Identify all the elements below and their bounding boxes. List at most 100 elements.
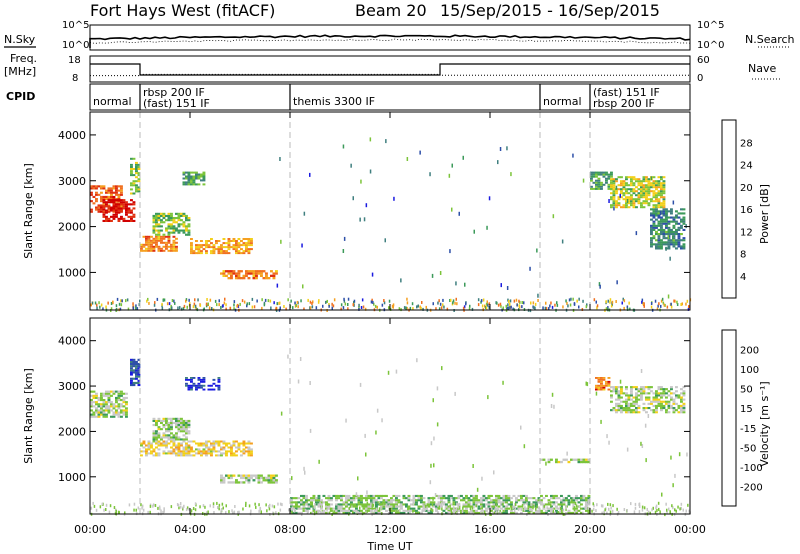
range-time-cell bbox=[105, 205, 108, 208]
range-time-cell bbox=[120, 199, 123, 202]
range-time-cell bbox=[672, 239, 676, 242]
range-time-cell bbox=[650, 224, 653, 227]
range-time-cell bbox=[615, 402, 618, 405]
range-time-cell bbox=[350, 503, 353, 506]
scatter-cell bbox=[103, 508, 105, 512]
range-time-cell bbox=[205, 440, 208, 443]
scatter-cell bbox=[161, 307, 164, 310]
range-time-cell bbox=[197, 384, 201, 387]
range-time-cell bbox=[182, 438, 186, 441]
range-time-cell bbox=[117, 407, 121, 410]
range-time-cell bbox=[100, 191, 103, 194]
range-time-cell bbox=[97, 399, 101, 402]
range-time-cell bbox=[657, 214, 661, 217]
range-time-cell bbox=[652, 400, 656, 403]
range-time-cell bbox=[627, 184, 631, 187]
scatter-cell bbox=[509, 302, 511, 306]
scatter-cell bbox=[565, 507, 567, 511]
scatter-cell bbox=[195, 307, 198, 311]
power-colorbar-tick: 24 bbox=[740, 161, 753, 172]
range-time-cell bbox=[155, 440, 158, 443]
range-time-cell bbox=[662, 204, 666, 207]
range-time-cell bbox=[542, 507, 546, 510]
scatter-cell bbox=[251, 297, 254, 301]
range-time-cell bbox=[257, 272, 261, 275]
range-time-cell bbox=[682, 245, 686, 248]
scatter-cell bbox=[372, 503, 375, 507]
range-time-cell bbox=[200, 240, 203, 242]
range-time-cell bbox=[617, 392, 621, 395]
range-time-cell bbox=[662, 230, 666, 233]
range-time-cell bbox=[137, 190, 141, 193]
range-time-cell bbox=[197, 452, 201, 455]
scatter-cell bbox=[133, 502, 136, 506]
scatter-cell bbox=[369, 137, 372, 142]
scatter-cell bbox=[455, 281, 457, 286]
range-time-cell bbox=[662, 235, 666, 238]
scatter-cell bbox=[96, 306, 98, 310]
range-time-cell bbox=[632, 190, 636, 193]
range-time-cell bbox=[647, 402, 651, 405]
scatter-cell bbox=[385, 139, 387, 144]
range-time-cell bbox=[357, 494, 361, 497]
range-time-cell bbox=[462, 503, 466, 506]
range-time-cell bbox=[175, 448, 178, 451]
scatter-cell bbox=[469, 502, 472, 506]
range-time-cell bbox=[160, 428, 163, 431]
range-time-cell bbox=[235, 446, 238, 449]
range-time-cell bbox=[132, 184, 136, 187]
range-time-cell bbox=[207, 452, 211, 455]
scatter-cell bbox=[657, 304, 659, 308]
range-time-cell bbox=[135, 170, 138, 173]
range-time-cell bbox=[130, 215, 133, 218]
range-time-cell bbox=[625, 392, 628, 395]
range-time-cell bbox=[177, 217, 181, 220]
range-time-cell bbox=[177, 214, 181, 217]
range-time-cell bbox=[660, 228, 663, 231]
scatter-cell bbox=[640, 441, 642, 446]
range-time-cell bbox=[220, 246, 223, 249]
range-time-cell bbox=[95, 208, 98, 211]
range-time-cell bbox=[130, 219, 133, 222]
scatter-cell bbox=[529, 309, 532, 313]
power-colorbar-label: Power [dB] bbox=[758, 184, 771, 244]
range-time-cell bbox=[172, 452, 176, 455]
scatter-cell bbox=[634, 502, 637, 506]
scatter-cell bbox=[369, 509, 372, 513]
range-time-cell bbox=[315, 497, 318, 500]
range-time-cell bbox=[130, 199, 133, 202]
range-time-cell bbox=[570, 497, 573, 500]
range-time-cell bbox=[360, 501, 363, 504]
range-time-cell bbox=[675, 402, 678, 405]
scatter-cell bbox=[587, 499, 590, 504]
range-time-cell bbox=[185, 432, 188, 435]
range-time-cell bbox=[140, 249, 143, 252]
scatter-cell bbox=[333, 510, 335, 514]
range-time-cell bbox=[92, 396, 96, 399]
power-colorbar-tick: 8 bbox=[740, 250, 746, 261]
range-time-cell bbox=[660, 194, 663, 197]
range-time-cell bbox=[147, 241, 151, 244]
range-time-cell bbox=[597, 187, 601, 190]
range-time-cell bbox=[532, 503, 536, 506]
scatter-cell bbox=[185, 298, 188, 302]
range-time-cell bbox=[172, 231, 176, 234]
range-time-cell bbox=[382, 507, 386, 510]
time-axis: 00:00 04:00 08:00 12:00 16:00 20:00 00:00 bbox=[74, 112, 706, 536]
scatter-cell bbox=[207, 302, 209, 306]
scatter-cell bbox=[488, 302, 491, 306]
range-time-cell bbox=[100, 187, 103, 190]
range-time-cell bbox=[470, 494, 473, 497]
range-time-cell bbox=[552, 494, 556, 497]
scatter-cell bbox=[626, 509, 628, 512]
scatter-cell bbox=[556, 303, 559, 307]
range-time-cell bbox=[167, 217, 171, 220]
range-time-cell bbox=[645, 192, 648, 195]
range-time-cell bbox=[657, 206, 661, 209]
scatter-cell bbox=[586, 303, 588, 307]
freq-label: Freq. bbox=[10, 52, 37, 65]
scatter-cell bbox=[234, 505, 236, 508]
range-time-cell bbox=[415, 494, 418, 497]
scatter-cell bbox=[616, 507, 618, 511]
range-time-cell bbox=[460, 494, 463, 497]
